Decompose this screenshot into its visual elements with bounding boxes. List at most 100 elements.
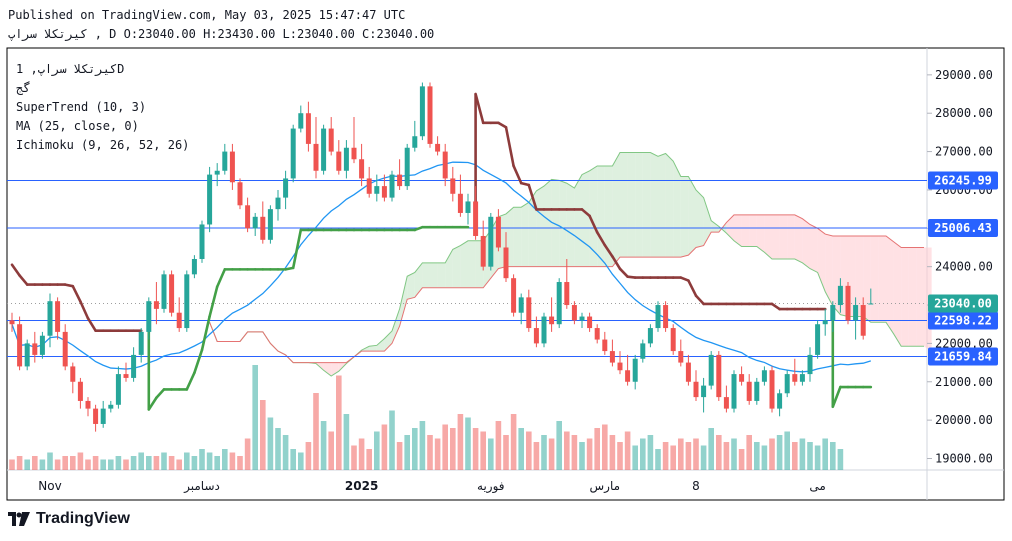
legend-ichimoku[interactable]: Ichimoku (9, 26, 52, 26) — [16, 138, 190, 152]
candle-body — [366, 178, 372, 194]
candle-body — [457, 193, 463, 213]
candle-body — [594, 328, 600, 340]
cloud-segment — [749, 214, 757, 247]
candle-body — [777, 393, 783, 409]
candle-body — [222, 151, 228, 171]
volume-bar — [799, 438, 806, 470]
candle-body — [815, 324, 821, 355]
volume-bar — [776, 435, 783, 470]
level-price-label: 22598.22 — [934, 313, 992, 327]
cloud-segment — [612, 152, 620, 267]
cloud-segment — [650, 152, 658, 258]
volume-bar — [320, 421, 327, 470]
horizontal-levels — [7, 180, 927, 357]
volume-bar — [184, 452, 190, 470]
volume-bar — [685, 442, 692, 470]
cloud-segment — [414, 262, 423, 298]
cloud-segment — [331, 362, 339, 377]
candle-body — [374, 186, 380, 194]
price-axis: 19000.0020000.0021000.0022000.0023000.00… — [927, 68, 993, 465]
volume-bar — [123, 459, 129, 470]
legend-symbol[interactable]: کیرتکلا سراپ, 1D — [16, 62, 125, 76]
cloud-segment — [559, 180, 567, 267]
ma-line — [11, 161, 871, 373]
candle-body — [343, 147, 349, 171]
legend-supertrend[interactable]: SuperTrend (10, 3) — [16, 100, 147, 114]
ohlc-readout: کیرتکلا سراپ , D O:23040.00 H:23430.00 L… — [8, 27, 435, 41]
candle-body — [328, 128, 334, 152]
cloud-segment — [551, 179, 560, 267]
candle-body — [161, 274, 167, 309]
candle-body — [822, 320, 828, 325]
volume-bar — [510, 414, 517, 470]
volume-bar — [412, 428, 418, 470]
candle-body — [207, 174, 213, 225]
volume-bar — [495, 421, 502, 470]
volume-bar — [404, 435, 410, 470]
candle-body — [678, 351, 684, 363]
candle-body — [24, 343, 30, 367]
candle-body — [473, 201, 479, 236]
candle-body — [131, 354, 137, 378]
ichimoku-cloud — [209, 152, 932, 377]
volume-bar — [640, 438, 646, 470]
volume-bar — [708, 428, 714, 470]
level-price-label: 25006.43 — [934, 221, 992, 235]
candle-body — [412, 136, 418, 148]
volume-bar — [617, 442, 623, 470]
volume-bar — [472, 428, 479, 470]
candle-body — [495, 216, 501, 248]
candle-body — [655, 305, 661, 329]
candle-body — [792, 374, 798, 382]
candle-body — [769, 370, 775, 409]
cloud-segment — [878, 235, 886, 323]
cloud-segment — [787, 214, 795, 259]
candle-body — [571, 305, 577, 321]
volume-bar — [214, 456, 220, 470]
volume-bar — [427, 435, 433, 470]
candle-body — [85, 400, 91, 409]
volume-bar — [837, 449, 844, 470]
cloud-segment — [901, 247, 909, 347]
volume-bar — [351, 445, 357, 470]
legend-ma[interactable]: MA (25, close, 0) — [16, 119, 139, 133]
volume-bar — [731, 438, 737, 470]
supertrend-segment — [694, 294, 705, 306]
candle-body — [754, 381, 760, 401]
candle-body — [533, 328, 539, 344]
candle-body — [70, 366, 76, 382]
candle-body — [518, 297, 524, 313]
candle-body — [55, 301, 61, 332]
candle-body — [93, 408, 99, 424]
supertrend-segment — [413, 225, 424, 232]
candle-body — [685, 362, 691, 382]
volume-bar — [450, 428, 456, 470]
supertrend-segment — [580, 208, 591, 218]
supertrend-segment — [687, 279, 698, 298]
volume-bar — [267, 417, 274, 470]
supertrend-segment — [504, 125, 515, 168]
candle-body — [609, 351, 615, 363]
volume-bar — [9, 459, 15, 470]
cloud-segment — [893, 241, 902, 347]
volume-bar — [594, 428, 600, 470]
cloud-segment — [741, 214, 750, 247]
cloud-segment — [794, 214, 803, 263]
candle-body — [245, 205, 251, 229]
cloud-segment — [430, 262, 438, 288]
candle-body — [47, 301, 53, 336]
cloud-segment — [665, 153, 674, 258]
cloud-segment — [460, 240, 468, 288]
candle-body — [260, 216, 266, 240]
volume-bar — [199, 449, 205, 470]
cloud-segment — [908, 247, 917, 347]
supertrend-segment — [611, 255, 622, 271]
volume-bar — [115, 456, 122, 470]
candle-body — [731, 374, 737, 409]
candle-body — [541, 316, 547, 344]
volume-bar — [275, 428, 281, 470]
candle-body — [290, 128, 296, 179]
x-tick-label: می — [809, 479, 825, 493]
tradingview-logo[interactable]: TradingView — [8, 510, 130, 528]
